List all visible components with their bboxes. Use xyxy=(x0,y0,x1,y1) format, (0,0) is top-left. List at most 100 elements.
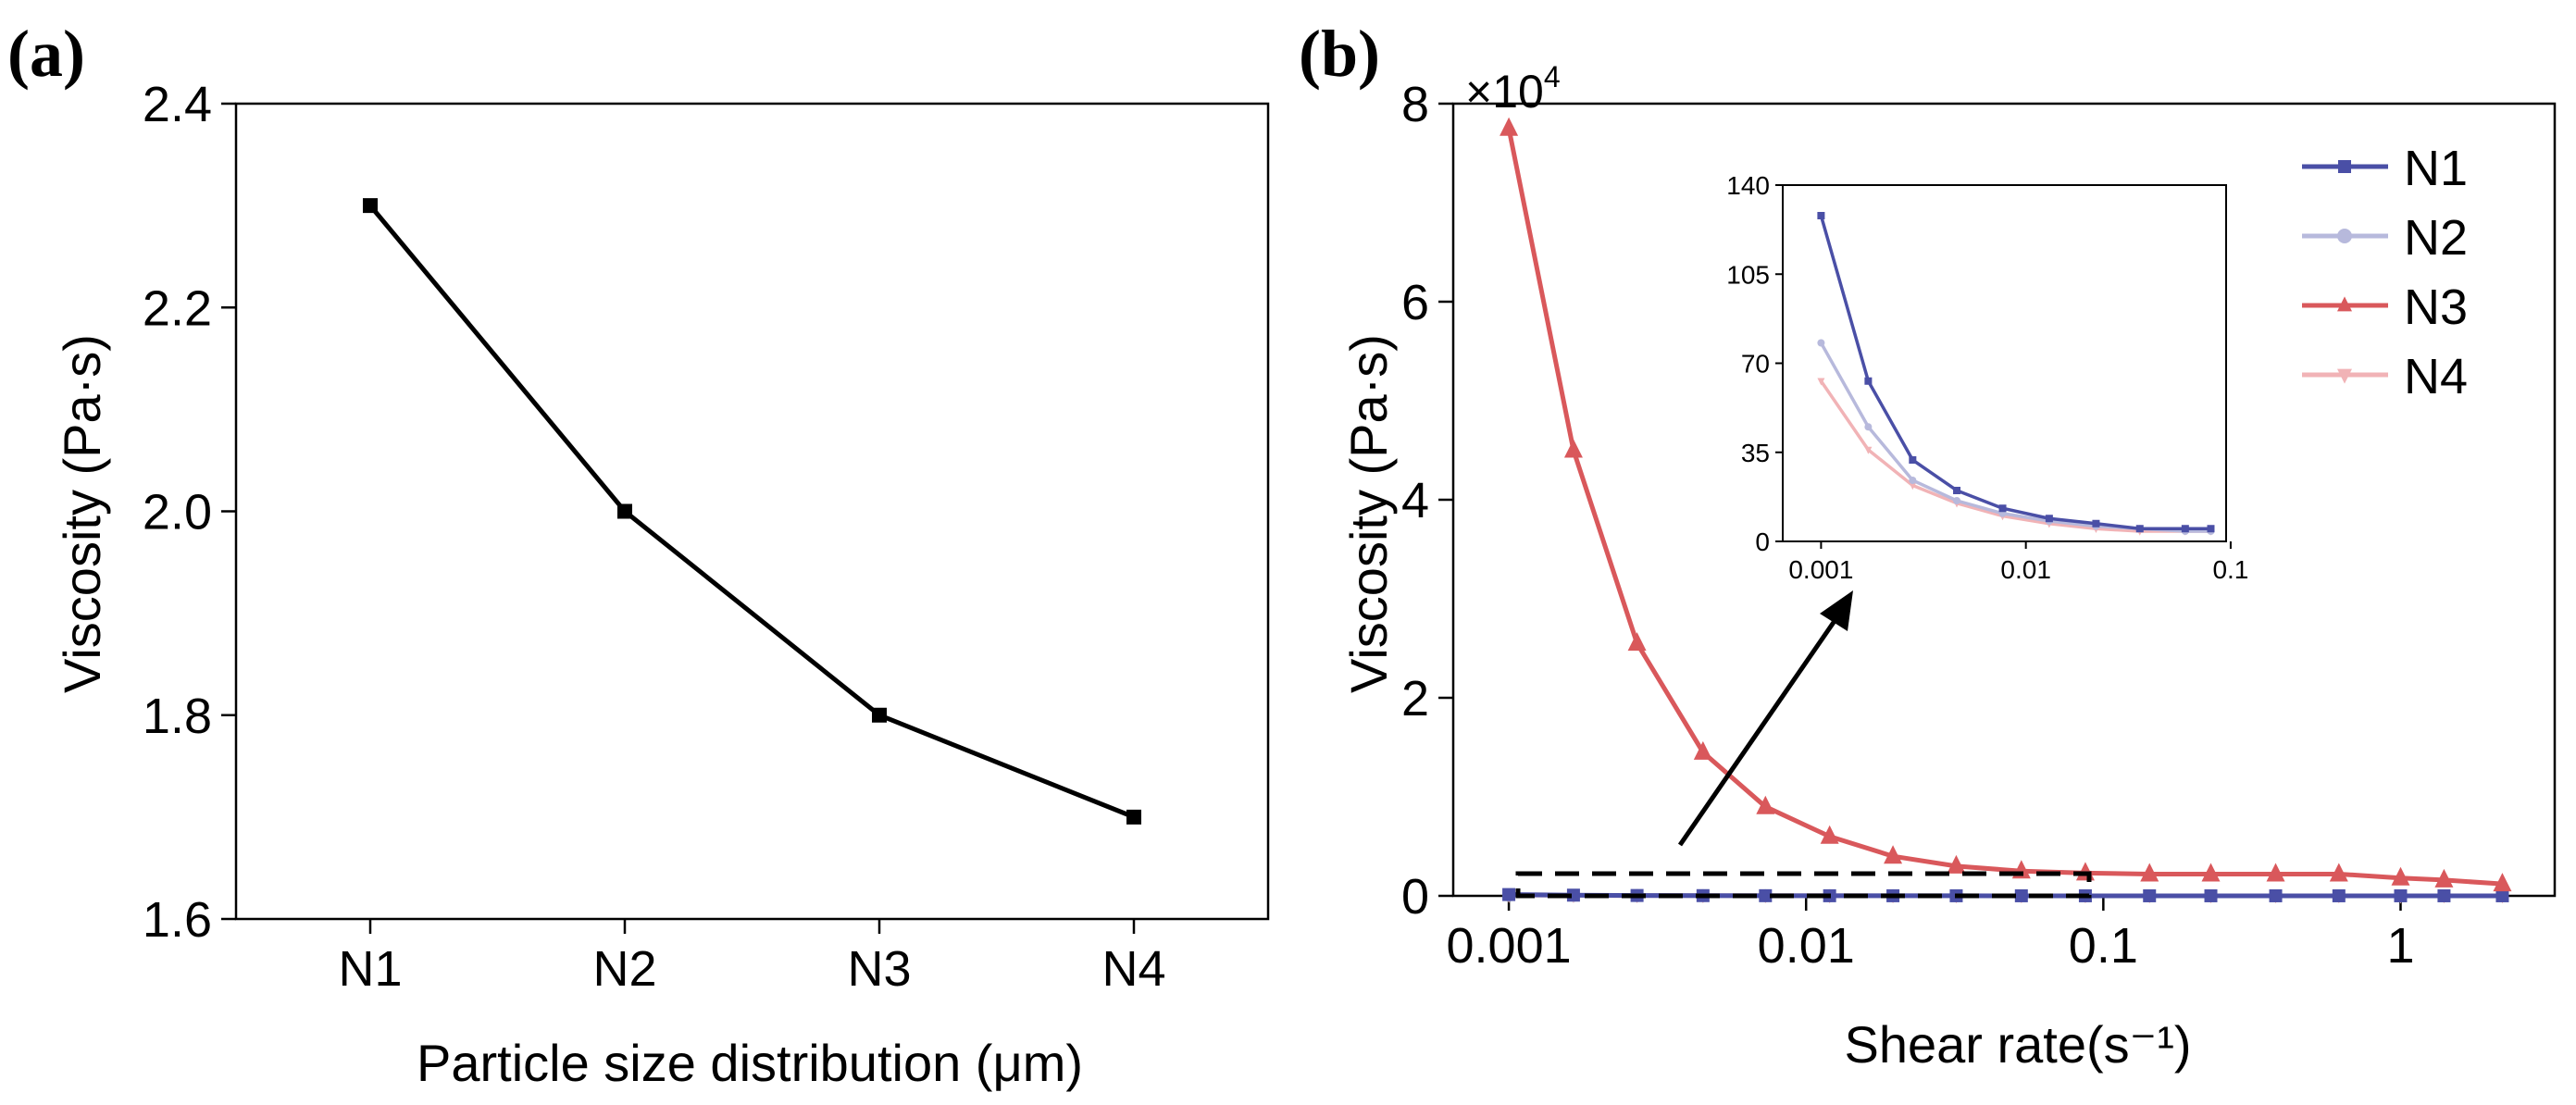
panel-b-label: (b) xyxy=(1299,17,1380,91)
data-point-n1 xyxy=(1502,888,1516,901)
inset-series-line-n1 xyxy=(1819,215,2211,530)
zoom-rectangle xyxy=(1515,871,2092,899)
data-point-n3 xyxy=(1884,845,1903,864)
data-point-n3 xyxy=(1820,825,1839,844)
data-point-n3 xyxy=(1563,439,1583,458)
data-point-n1 xyxy=(2495,888,2509,902)
inset-y-tick-label: 140 xyxy=(1726,171,1770,200)
y-tick-label: 4 xyxy=(1401,473,1429,528)
x-tick-label: 0.001 xyxy=(1447,918,1572,974)
x-tick-label: N1 xyxy=(338,941,402,997)
legend-marker-n4 xyxy=(2337,368,2352,384)
inset-data-point-n4 xyxy=(1817,378,1825,386)
zoom-arrow-head xyxy=(1820,590,1853,631)
inset-data-point-n1 xyxy=(2092,519,2100,528)
inset-data-point-n2 xyxy=(1953,497,1961,504)
x-tick-label: N2 xyxy=(592,941,656,997)
legend-marker-n1 xyxy=(2338,160,2351,173)
inset-y-tick-label: 105 xyxy=(1726,260,1770,289)
inset-data-point-n1 xyxy=(2207,525,2215,533)
panel-a-y-axis: 1.6 1.8 2.0 2.2 2.4 xyxy=(143,77,236,948)
inset-data-point-n1 xyxy=(2045,515,2053,523)
data-point xyxy=(1126,809,1141,825)
y-tick-label: 6 xyxy=(1401,275,1429,330)
panel-b-y-multiplier: ×104 xyxy=(1465,60,1561,118)
data-point-n1 xyxy=(2014,888,2028,902)
data-point-n3 xyxy=(1756,795,1775,814)
data-point-n3 xyxy=(1500,117,1519,136)
x-tick-label: N4 xyxy=(1101,941,1165,997)
inset-y-tick-label: 35 xyxy=(1741,439,1770,467)
inset-data-point-n2 xyxy=(1909,477,1917,484)
inset-x-tick-label: 0.001 xyxy=(1788,555,1853,584)
data-point-n1 xyxy=(2204,888,2218,902)
y-tick-label: 0 xyxy=(1401,869,1429,925)
panel-a-x-axis-label: Particle size distribution (μm) xyxy=(417,1034,1083,1092)
data-point-n1 xyxy=(2269,888,2283,902)
inset-data-point-n1 xyxy=(1864,377,1873,385)
y-tick-label: 2 xyxy=(1401,671,1429,726)
y-tick-label: 1.6 xyxy=(143,892,212,948)
data-point-n3 xyxy=(2329,863,2348,882)
inset-frame xyxy=(1782,184,2227,542)
y-tick-label: 2.2 xyxy=(143,280,212,336)
panel-a-plot-frame xyxy=(234,102,1270,921)
data-point-n3 xyxy=(1693,740,1712,760)
panel-b: (b) ×104 0 2 4 6 8 0.001 0.01 0.1 1 0 35 70 105 140… xyxy=(1299,17,2557,1074)
inset-y-tick-label: 70 xyxy=(1741,350,1770,379)
data-point-n3 xyxy=(2201,863,2221,882)
panel-a-series xyxy=(363,198,1141,825)
data-point-n1 xyxy=(1566,888,1580,902)
legend-marker-n2 xyxy=(2337,229,2352,243)
panel-b-zoom-region xyxy=(1515,590,2092,899)
data-point-n3 xyxy=(1947,854,1966,874)
panel-b-x-axis-label: Shear rate(s⁻¹) xyxy=(1845,1015,2192,1074)
data-point-n3 xyxy=(2266,863,2285,882)
panel-b-y-axis-label: Viscosity (Pa·s) xyxy=(1339,334,1398,693)
data-point xyxy=(617,503,632,519)
inset-data-point-n1 xyxy=(2181,525,2189,533)
x-tick-label: 0.01 xyxy=(1758,918,1855,974)
data-point-n3 xyxy=(1627,632,1647,652)
data-point-n3 xyxy=(2140,863,2159,882)
legend-label-n2: N2 xyxy=(2404,210,2468,266)
data-point xyxy=(363,198,378,214)
inset-data-point-n2 xyxy=(1864,423,1873,431)
panel-a-y-axis-label: Viscosity (Pa·s) xyxy=(53,334,111,693)
panel-b-x-axis: 0.001 0.01 0.1 1 xyxy=(1447,896,2415,974)
data-point xyxy=(872,707,887,723)
series-line xyxy=(368,204,1135,820)
data-point-n1 xyxy=(2143,888,2157,902)
data-point-n1 xyxy=(1759,888,1773,902)
panel-a-x-axis: N1 N2 N3 N4 xyxy=(338,919,1166,997)
legend-label-n1: N1 xyxy=(2404,141,2468,196)
legend-marker-n3 xyxy=(2337,296,2352,312)
y-tick-label: 8 xyxy=(1401,77,1429,132)
y-tick-label: 2.0 xyxy=(143,485,212,540)
inset-data-point-n4 xyxy=(1909,482,1917,490)
inset-data-point-n4 xyxy=(1864,446,1873,454)
zoom-arrow-line xyxy=(1677,616,1839,847)
panel-b-legend: N1 N2 N3 N4 xyxy=(2302,141,2468,404)
panel-b-inset: 0 35 70 105 140 0.001 0.01 0.1 xyxy=(1726,171,2248,584)
legend-label-n4: N4 xyxy=(2404,349,2468,404)
inset-data-point-n1 xyxy=(1953,487,1961,494)
data-point-n1 xyxy=(2332,888,2346,902)
data-point-n3 xyxy=(2391,866,2410,886)
x-tick-label: N3 xyxy=(847,941,911,997)
inset-data-point-n1 xyxy=(1998,504,2007,513)
panel-b-y-axis: 0 2 4 6 8 xyxy=(1401,77,1453,925)
inset-x-tick-label: 0.01 xyxy=(2000,555,2051,584)
y-tick-label: 1.8 xyxy=(143,689,212,744)
inset-x-tick-label: 0.1 xyxy=(2212,555,2248,584)
data-point-n1 xyxy=(2394,888,2408,902)
data-point-n3 xyxy=(2493,873,2512,892)
panel-a: (a) 1.6 1.8 2.0 2.2 2.4 N1 N2 N3 N4 Particle si… xyxy=(7,17,1270,1092)
inset-data-point-n1 xyxy=(1909,456,1917,464)
inset-data-point-n1 xyxy=(2135,525,2144,533)
inset-y-tick-label: 0 xyxy=(1755,528,1770,556)
panel-a-label: (a) xyxy=(7,17,85,91)
x-tick-label: 1 xyxy=(2386,918,2414,974)
data-point-n1 xyxy=(2437,888,2451,902)
